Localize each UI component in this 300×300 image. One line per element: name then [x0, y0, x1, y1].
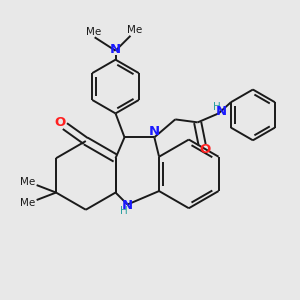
Text: O: O [54, 116, 65, 129]
Text: Me: Me [20, 177, 35, 187]
Text: H: H [120, 206, 128, 216]
Text: N: N [122, 200, 133, 212]
Text: Me: Me [85, 27, 101, 37]
Text: Me: Me [127, 26, 142, 35]
Text: O: O [200, 143, 211, 156]
Text: N: N [215, 105, 226, 119]
Text: Me: Me [20, 198, 35, 208]
Text: H: H [213, 102, 221, 112]
Text: N: N [110, 43, 121, 56]
Text: N: N [149, 125, 160, 138]
